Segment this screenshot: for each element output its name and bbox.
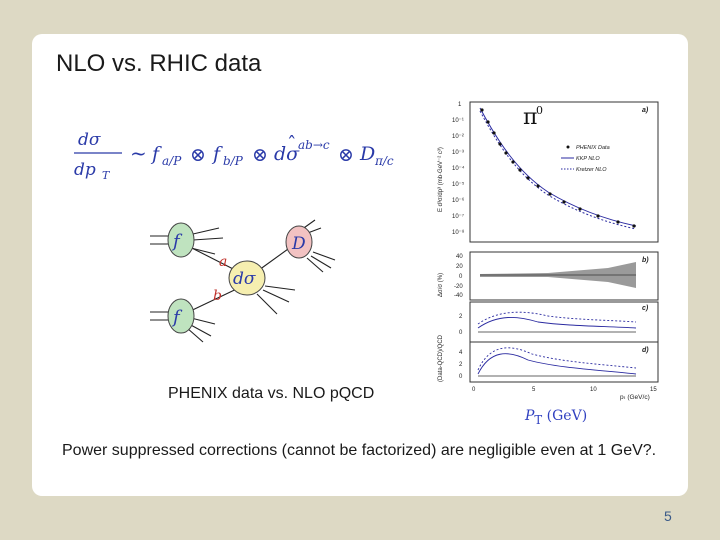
pdf-blob-bottom — [167, 298, 195, 334]
panel-d-kkp — [477, 353, 637, 375]
legend-marker-data — [566, 145, 570, 149]
ytick-b-5: -40 — [454, 293, 463, 299]
pdf-blob-top — [167, 222, 195, 258]
formula-f2-sub: b/P — [223, 154, 244, 168]
body-text: Power suppressed corrections (cannot be … — [62, 442, 657, 459]
kkp-nlo-curve — [479, 107, 637, 227]
formula-D: D — [359, 143, 375, 165]
panel-b-frame — [469, 251, 659, 301]
formula-tilde: ~ — [130, 141, 147, 165]
formula-hat: ˆ — [287, 133, 297, 155]
xtick-10: 10 — [590, 387, 597, 393]
plot-ylabel-a: E d³σ/dp³ (mb·GeV⁻² c³) — [438, 147, 444, 212]
formula-dsigma-sup: ab→c — [298, 138, 330, 152]
slide-title: NLO vs. RHIC data — [56, 50, 262, 77]
ytick-a-9: 10⁻⁸ — [452, 229, 465, 236]
formula-f2: f — [211, 143, 223, 165]
panel-a-frame — [469, 101, 659, 243]
ytick-b-4: -20 — [454, 284, 463, 290]
formula-f1-sub: a/P — [162, 154, 182, 168]
formula-dsigma: dσ — [274, 143, 300, 165]
factorization-formula: dσ dp T ~ f a/P ⊗ f b/P ⊗ dσ ˆ ab→c ⊗ D … — [74, 130, 394, 182]
panel-d-kretzer — [477, 347, 637, 371]
kretzer-nlo-curve — [479, 110, 637, 230]
plot-pi0-label: π — [523, 105, 537, 130]
diagram-D: D — [291, 234, 306, 254]
xtick-5: 5 — [532, 387, 536, 393]
ytick-a-4: 10⁻³ — [452, 150, 464, 156]
plot-ylabel-b: Δσ/σ (%) — [438, 273, 444, 297]
panel-b-label: b) — [642, 257, 649, 264]
ytick-a-3: 10⁻² — [452, 134, 464, 140]
panel-a-label: a) — [642, 107, 649, 114]
ytick-a-6: 10⁻⁵ — [452, 181, 465, 188]
ytick-a-8: 10⁻⁷ — [452, 213, 464, 220]
formula-D-sub: π/c — [374, 154, 394, 168]
panel-c-label: c) — [642, 305, 649, 312]
ytick-c-2: 0 — [459, 330, 463, 336]
xtick-0: 0 — [472, 387, 476, 393]
plot-xlabel: pₜ (GeV/c) — [620, 394, 650, 401]
pt-axis-label-italic: P — [525, 408, 535, 424]
plot-pi0-sup: 0 — [536, 104, 543, 117]
ytick-d-3: 0 — [459, 374, 463, 380]
ytick-b-3: 0 — [459, 274, 463, 280]
page-number: 5 — [664, 508, 672, 524]
panel-c-frame — [469, 301, 659, 343]
otimes-2: ⊗ — [252, 144, 268, 166]
pt-axis-label-sub: T — [534, 412, 543, 427]
pt-axis-label-unit: (GeV) — [542, 408, 588, 424]
formula-denominator-sub: T — [102, 169, 111, 182]
ytick-a-2: 10⁻¹ — [452, 118, 464, 124]
formula-denominator: dp — [74, 160, 96, 180]
formula-numerator: dσ — [78, 130, 101, 150]
formula-f1: f — [150, 143, 162, 165]
legend-kkp: KKP NLO — [576, 156, 600, 162]
ytick-a-5: 10⁻⁴ — [452, 165, 465, 172]
phenix-pi0-plot: 1 10⁻¹ 10⁻² 10⁻³ 10⁻⁴ 10⁻⁵ 10⁻⁶ 10⁻⁷ 10⁻… — [438, 101, 659, 401]
xtick-15: 15 — [650, 387, 657, 393]
parton-diagram: f f D dσ a b — [150, 219, 336, 343]
slide-card — [32, 34, 688, 496]
ytick-d-2: 2 — [459, 362, 463, 368]
ytick-a-1: 1 — [458, 102, 462, 108]
otimes-1: ⊗ — [190, 144, 206, 166]
otimes-3: ⊗ — [338, 144, 354, 166]
diagram-dsigma: dσ — [233, 269, 256, 289]
ytick-c-1: 2 — [459, 314, 463, 320]
ytick-d-1: 4 — [459, 350, 463, 356]
ytick-b-2: 20 — [456, 264, 463, 270]
plot-ylabel-cd: (Data-QCD)/QCD — [438, 334, 444, 382]
pt-axis-label: PT (GeV) — [525, 408, 587, 427]
plot-caption: PHENIX data vs. NLO pQCD — [168, 385, 375, 402]
panel-d-frame — [469, 341, 659, 383]
legend-phenix: PHENIX Data — [576, 145, 610, 151]
panel-c-kretzer — [477, 311, 637, 325]
diagram-label-b: b — [213, 288, 222, 304]
fragmentation-blob — [285, 225, 313, 259]
ytick-a-7: 10⁻⁶ — [452, 197, 465, 204]
ytick-b-1: 40 — [456, 254, 463, 260]
panel-d-label: d) — [642, 347, 649, 354]
hard-scattering-blob — [228, 260, 266, 296]
legend-kretzer: Kretzer NLO — [576, 167, 607, 173]
phenix-data-points — [480, 108, 636, 228]
panel-c-kkp — [477, 316, 637, 329]
diagram-label-a: a — [219, 254, 227, 270]
